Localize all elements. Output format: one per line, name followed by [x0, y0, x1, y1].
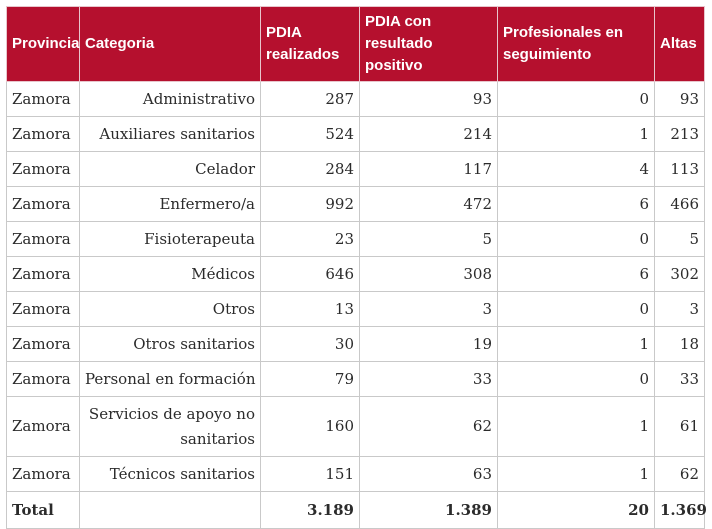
cell-profesionales-seguimiento: 1	[497, 396, 655, 457]
cell-pdia-positivo: 117	[359, 151, 498, 187]
cell-provincia: Zamora	[6, 396, 80, 457]
cell-categoria: Técnicos sanitarios	[79, 456, 261, 492]
cell-pdia-realizados: 151	[260, 456, 360, 492]
cell-profesionales-seguimiento: 1	[497, 116, 655, 152]
cell-pdia-realizados: 646	[260, 256, 360, 292]
cell-provincia: Zamora	[6, 456, 80, 492]
cell-pdia-realizados: 524	[260, 116, 360, 152]
cell-profesionales-seguimiento: 0	[497, 81, 655, 117]
table-row: Zamora Médicos 646 308 6 302	[6, 256, 705, 292]
cell-pdia-realizados: 284	[260, 151, 360, 187]
cell-categoria: Personal en formación	[79, 361, 261, 397]
cell-profesionales-seguimiento: 6	[497, 256, 655, 292]
cell-pdia-positivo: 62	[359, 396, 498, 457]
table-row: Zamora Fisioterapeuta 23 5 0 5	[6, 221, 705, 257]
cell-provincia: Zamora	[6, 326, 80, 362]
cell-pdia-positivo: 33	[359, 361, 498, 397]
total-label: Total	[6, 491, 80, 529]
cell-categoria: Otros	[79, 291, 261, 327]
cell-provincia: Zamora	[6, 256, 80, 292]
cell-altas: 3	[654, 291, 705, 327]
cell-altas: 61	[654, 396, 705, 457]
cell-pdia-realizados: 287	[260, 81, 360, 117]
cell-pdia-positivo: 63	[359, 456, 498, 492]
cell-categoria: Fisioterapeuta	[79, 221, 261, 257]
table-row: Zamora Enfermero/a 992 472 6 466	[6, 186, 705, 222]
cell-categoria: Administrativo	[79, 81, 261, 117]
cell-categoria: Celador	[79, 151, 261, 187]
cell-pdia-positivo: 5	[359, 221, 498, 257]
cell-altas: 18	[654, 326, 705, 362]
cell-pdia-realizados: 79	[260, 361, 360, 397]
cell-profesionales-seguimiento: 1	[497, 456, 655, 492]
cell-pdia-positivo: 93	[359, 81, 498, 117]
table-row: Zamora Otros sanitarios 30 19 1 18	[6, 326, 705, 362]
cell-categoria: Médicos	[79, 256, 261, 292]
cell-provincia: Zamora	[6, 221, 80, 257]
table-row: Zamora Auxiliares sanitarios 524 214 1 2…	[6, 116, 705, 152]
cell-provincia: Zamora	[6, 186, 80, 222]
header-altas[interactable]: Altas	[654, 6, 705, 82]
cell-provincia: Zamora	[6, 81, 80, 117]
cell-categoria: Servicios de apoyo no sanitarios	[79, 396, 261, 457]
cell-provincia: Zamora	[6, 116, 80, 152]
cell-pdia-positivo: 214	[359, 116, 498, 152]
total-categoria-empty	[79, 491, 261, 529]
table-row: Zamora Celador 284 117 4 113	[6, 151, 705, 187]
cell-pdia-positivo: 308	[359, 256, 498, 292]
cell-profesionales-seguimiento: 0	[497, 361, 655, 397]
cell-pdia-positivo: 472	[359, 186, 498, 222]
cell-provincia: Zamora	[6, 151, 80, 187]
header-provincia[interactable]: Provincia	[6, 6, 80, 82]
cell-pdia-positivo: 19	[359, 326, 498, 362]
cell-profesionales-seguimiento: 6	[497, 186, 655, 222]
cell-pdia-realizados: 992	[260, 186, 360, 222]
total-pdia-realizados: 3.189	[260, 491, 360, 529]
cell-profesionales-seguimiento: 1	[497, 326, 655, 362]
cell-altas: 33	[654, 361, 705, 397]
table-row: Zamora Personal en formación 79 33 0 33	[6, 361, 705, 397]
table-row: Zamora Técnicos sanitarios 151 63 1 62	[6, 456, 705, 492]
cell-pdia-realizados: 30	[260, 326, 360, 362]
cell-altas: 113	[654, 151, 705, 187]
header-pdia-positivo[interactable]: PDIA con resultado positivo	[359, 6, 498, 82]
table-row: Zamora Administrativo 287 93 0 93	[6, 81, 705, 117]
cell-provincia: Zamora	[6, 361, 80, 397]
cell-pdia-realizados: 160	[260, 396, 360, 457]
table-row: Zamora Otros 13 3 0 3	[6, 291, 705, 327]
cell-altas: 5	[654, 221, 705, 257]
cell-pdia-realizados: 23	[260, 221, 360, 257]
cell-categoria: Auxiliares sanitarios	[79, 116, 261, 152]
cell-altas: 213	[654, 116, 705, 152]
cell-altas: 302	[654, 256, 705, 292]
cell-categoria: Enfermero/a	[79, 186, 261, 222]
cell-altas: 62	[654, 456, 705, 492]
cell-provincia: Zamora	[6, 291, 80, 327]
data-table: Provincia Categoria PDIA realizados PDIA…	[6, 6, 707, 529]
table-row: Zamora Servicios de apoyo no sanitarios …	[6, 396, 705, 457]
total-row: Total 3.189 1.389 20 1.369	[6, 491, 707, 529]
cell-altas: 93	[654, 81, 705, 117]
cell-pdia-realizados: 13	[260, 291, 360, 327]
header-row: Provincia Categoria PDIA realizados PDIA…	[6, 6, 705, 82]
total-pdia-positivo: 1.389	[359, 491, 498, 529]
cell-profesionales-seguimiento: 4	[497, 151, 655, 187]
cell-profesionales-seguimiento: 0	[497, 221, 655, 257]
total-altas: 1.369	[654, 491, 707, 529]
header-pdia-realizados[interactable]: PDIA realizados	[260, 6, 360, 82]
cell-altas: 466	[654, 186, 705, 222]
cell-profesionales-seguimiento: 0	[497, 291, 655, 327]
cell-categoria: Otros sanitarios	[79, 326, 261, 362]
header-profesionales-seguimiento[interactable]: Profesionales en seguimiento	[497, 6, 655, 82]
total-profesionales-seguimiento: 20	[497, 491, 655, 529]
cell-pdia-positivo: 3	[359, 291, 498, 327]
header-categoria[interactable]: Categoria	[79, 6, 261, 82]
